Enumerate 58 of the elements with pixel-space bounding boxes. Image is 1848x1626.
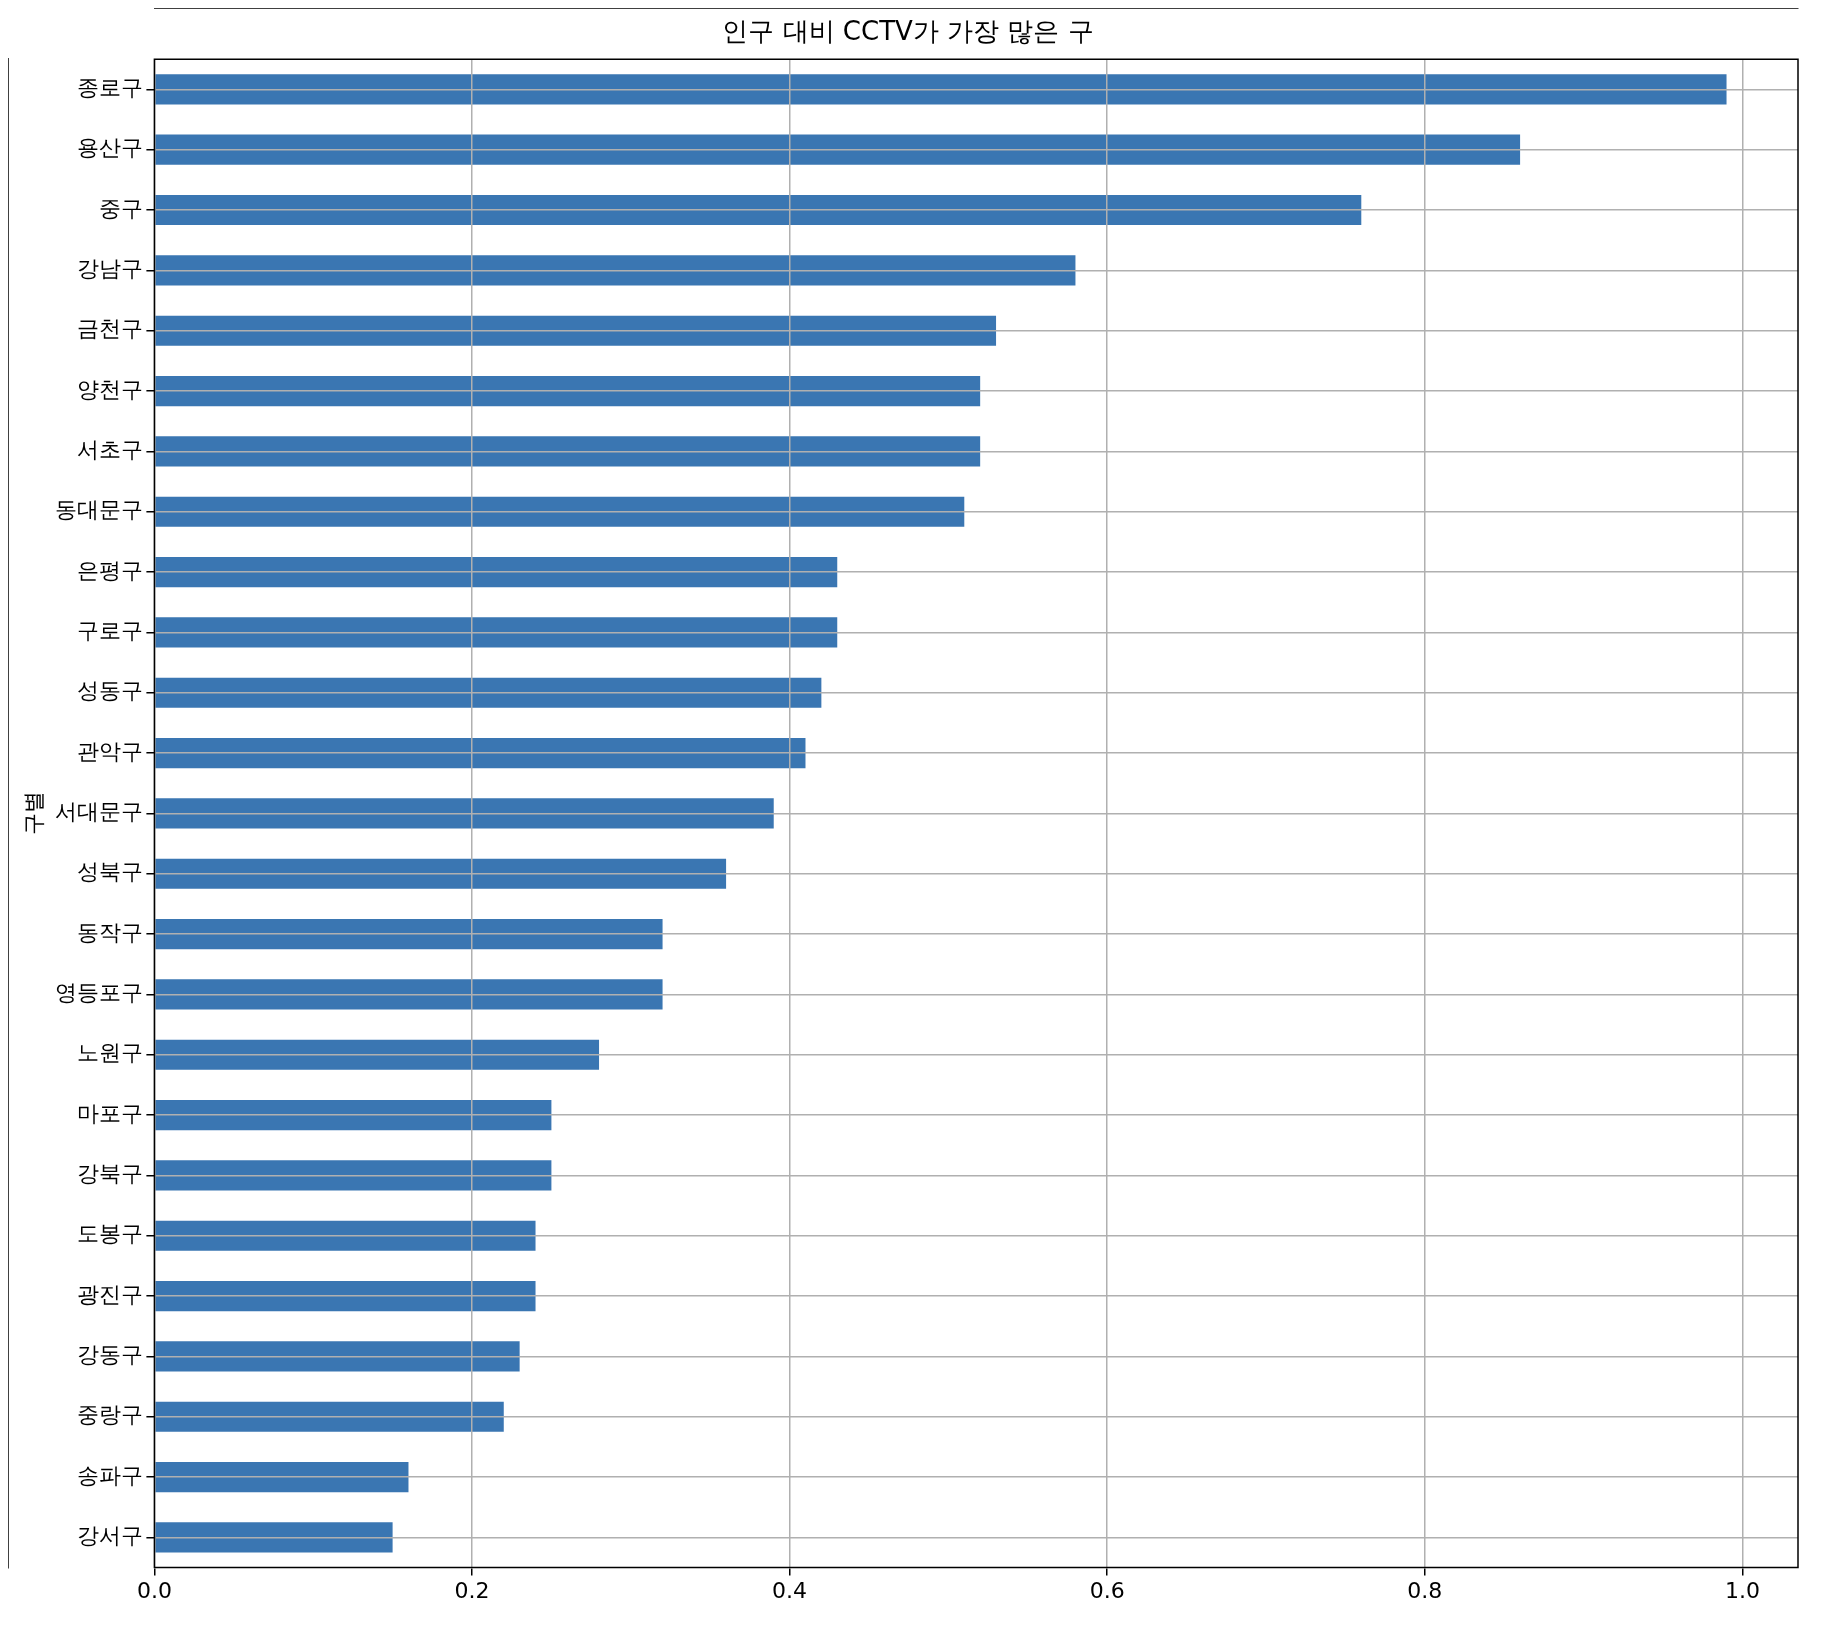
x-tick-label: 0.6 bbox=[1089, 1577, 1125, 1603]
y-tick-label: 광진구 bbox=[77, 1281, 144, 1307]
x-tick-label: 0.4 bbox=[772, 1577, 808, 1603]
y-tick-label: 성북구 bbox=[77, 859, 144, 885]
y-tick-label: 도봉구 bbox=[77, 1221, 144, 1247]
bar bbox=[155, 556, 838, 588]
bar bbox=[155, 1039, 600, 1070]
y-axis-title: 구별 bbox=[20, 791, 46, 836]
y-tick-label: 금천구 bbox=[77, 316, 144, 342]
y-tick-label: 성동구 bbox=[77, 678, 144, 704]
y-tick-label: 종로구 bbox=[77, 75, 144, 101]
bar bbox=[155, 74, 1727, 105]
bar bbox=[155, 677, 822, 708]
bar bbox=[155, 375, 981, 407]
x-tick-label: 0.8 bbox=[1407, 1577, 1443, 1603]
y-tick-label: 구로구 bbox=[77, 618, 144, 644]
bar bbox=[155, 918, 663, 950]
bar bbox=[155, 315, 997, 346]
bar bbox=[155, 255, 1076, 286]
bar bbox=[155, 1522, 393, 1553]
bar bbox=[155, 134, 1521, 165]
y-tick-label: 양천구 bbox=[77, 376, 144, 402]
y-tick-label: 중랑구 bbox=[77, 1402, 144, 1428]
y-tick-label: 송파구 bbox=[77, 1462, 144, 1488]
y-tick-label: 강서구 bbox=[77, 1523, 144, 1549]
y-tick-label: 마포구 bbox=[77, 1100, 144, 1126]
y-tick-label: 동작구 bbox=[77, 919, 144, 945]
chart-title: 인구 대비 CCTV가 가장 많은 구 bbox=[722, 16, 1094, 47]
x-tick-label: 0.2 bbox=[454, 1577, 490, 1603]
bar bbox=[155, 436, 981, 467]
y-tick-label: 강북구 bbox=[77, 1161, 144, 1187]
bar bbox=[155, 1341, 520, 1372]
bar bbox=[155, 1401, 504, 1432]
y-tick-label: 중구 bbox=[99, 195, 144, 221]
bar bbox=[155, 1281, 536, 1312]
y-tick-label: 은평구 bbox=[77, 557, 144, 583]
bar bbox=[155, 737, 806, 769]
x-tick-label: 1.0 bbox=[1724, 1577, 1760, 1603]
bar bbox=[155, 194, 1362, 226]
y-tick-label: 서초구 bbox=[77, 437, 144, 463]
bar bbox=[155, 1462, 409, 1493]
y-tick-label: 강동구 bbox=[77, 1342, 144, 1368]
y-tick-label: 동대문구 bbox=[55, 497, 144, 523]
bar bbox=[155, 1220, 536, 1251]
bar bbox=[155, 617, 838, 648]
bar bbox=[155, 496, 965, 527]
bar bbox=[155, 979, 663, 1010]
bar bbox=[155, 1160, 552, 1191]
y-tick-label: 서대문구 bbox=[55, 799, 144, 825]
y-tick-label: 용산구 bbox=[77, 135, 144, 161]
bar bbox=[155, 798, 774, 829]
y-tick-label: 관악구 bbox=[77, 738, 144, 764]
y-tick-label: 영등포구 bbox=[55, 980, 144, 1006]
bar bbox=[155, 1100, 552, 1131]
bar bbox=[155, 858, 727, 889]
y-tick-label: 노원구 bbox=[77, 1040, 144, 1066]
y-tick-label: 강남구 bbox=[77, 256, 144, 282]
x-tick-label: 0.0 bbox=[136, 1577, 172, 1603]
